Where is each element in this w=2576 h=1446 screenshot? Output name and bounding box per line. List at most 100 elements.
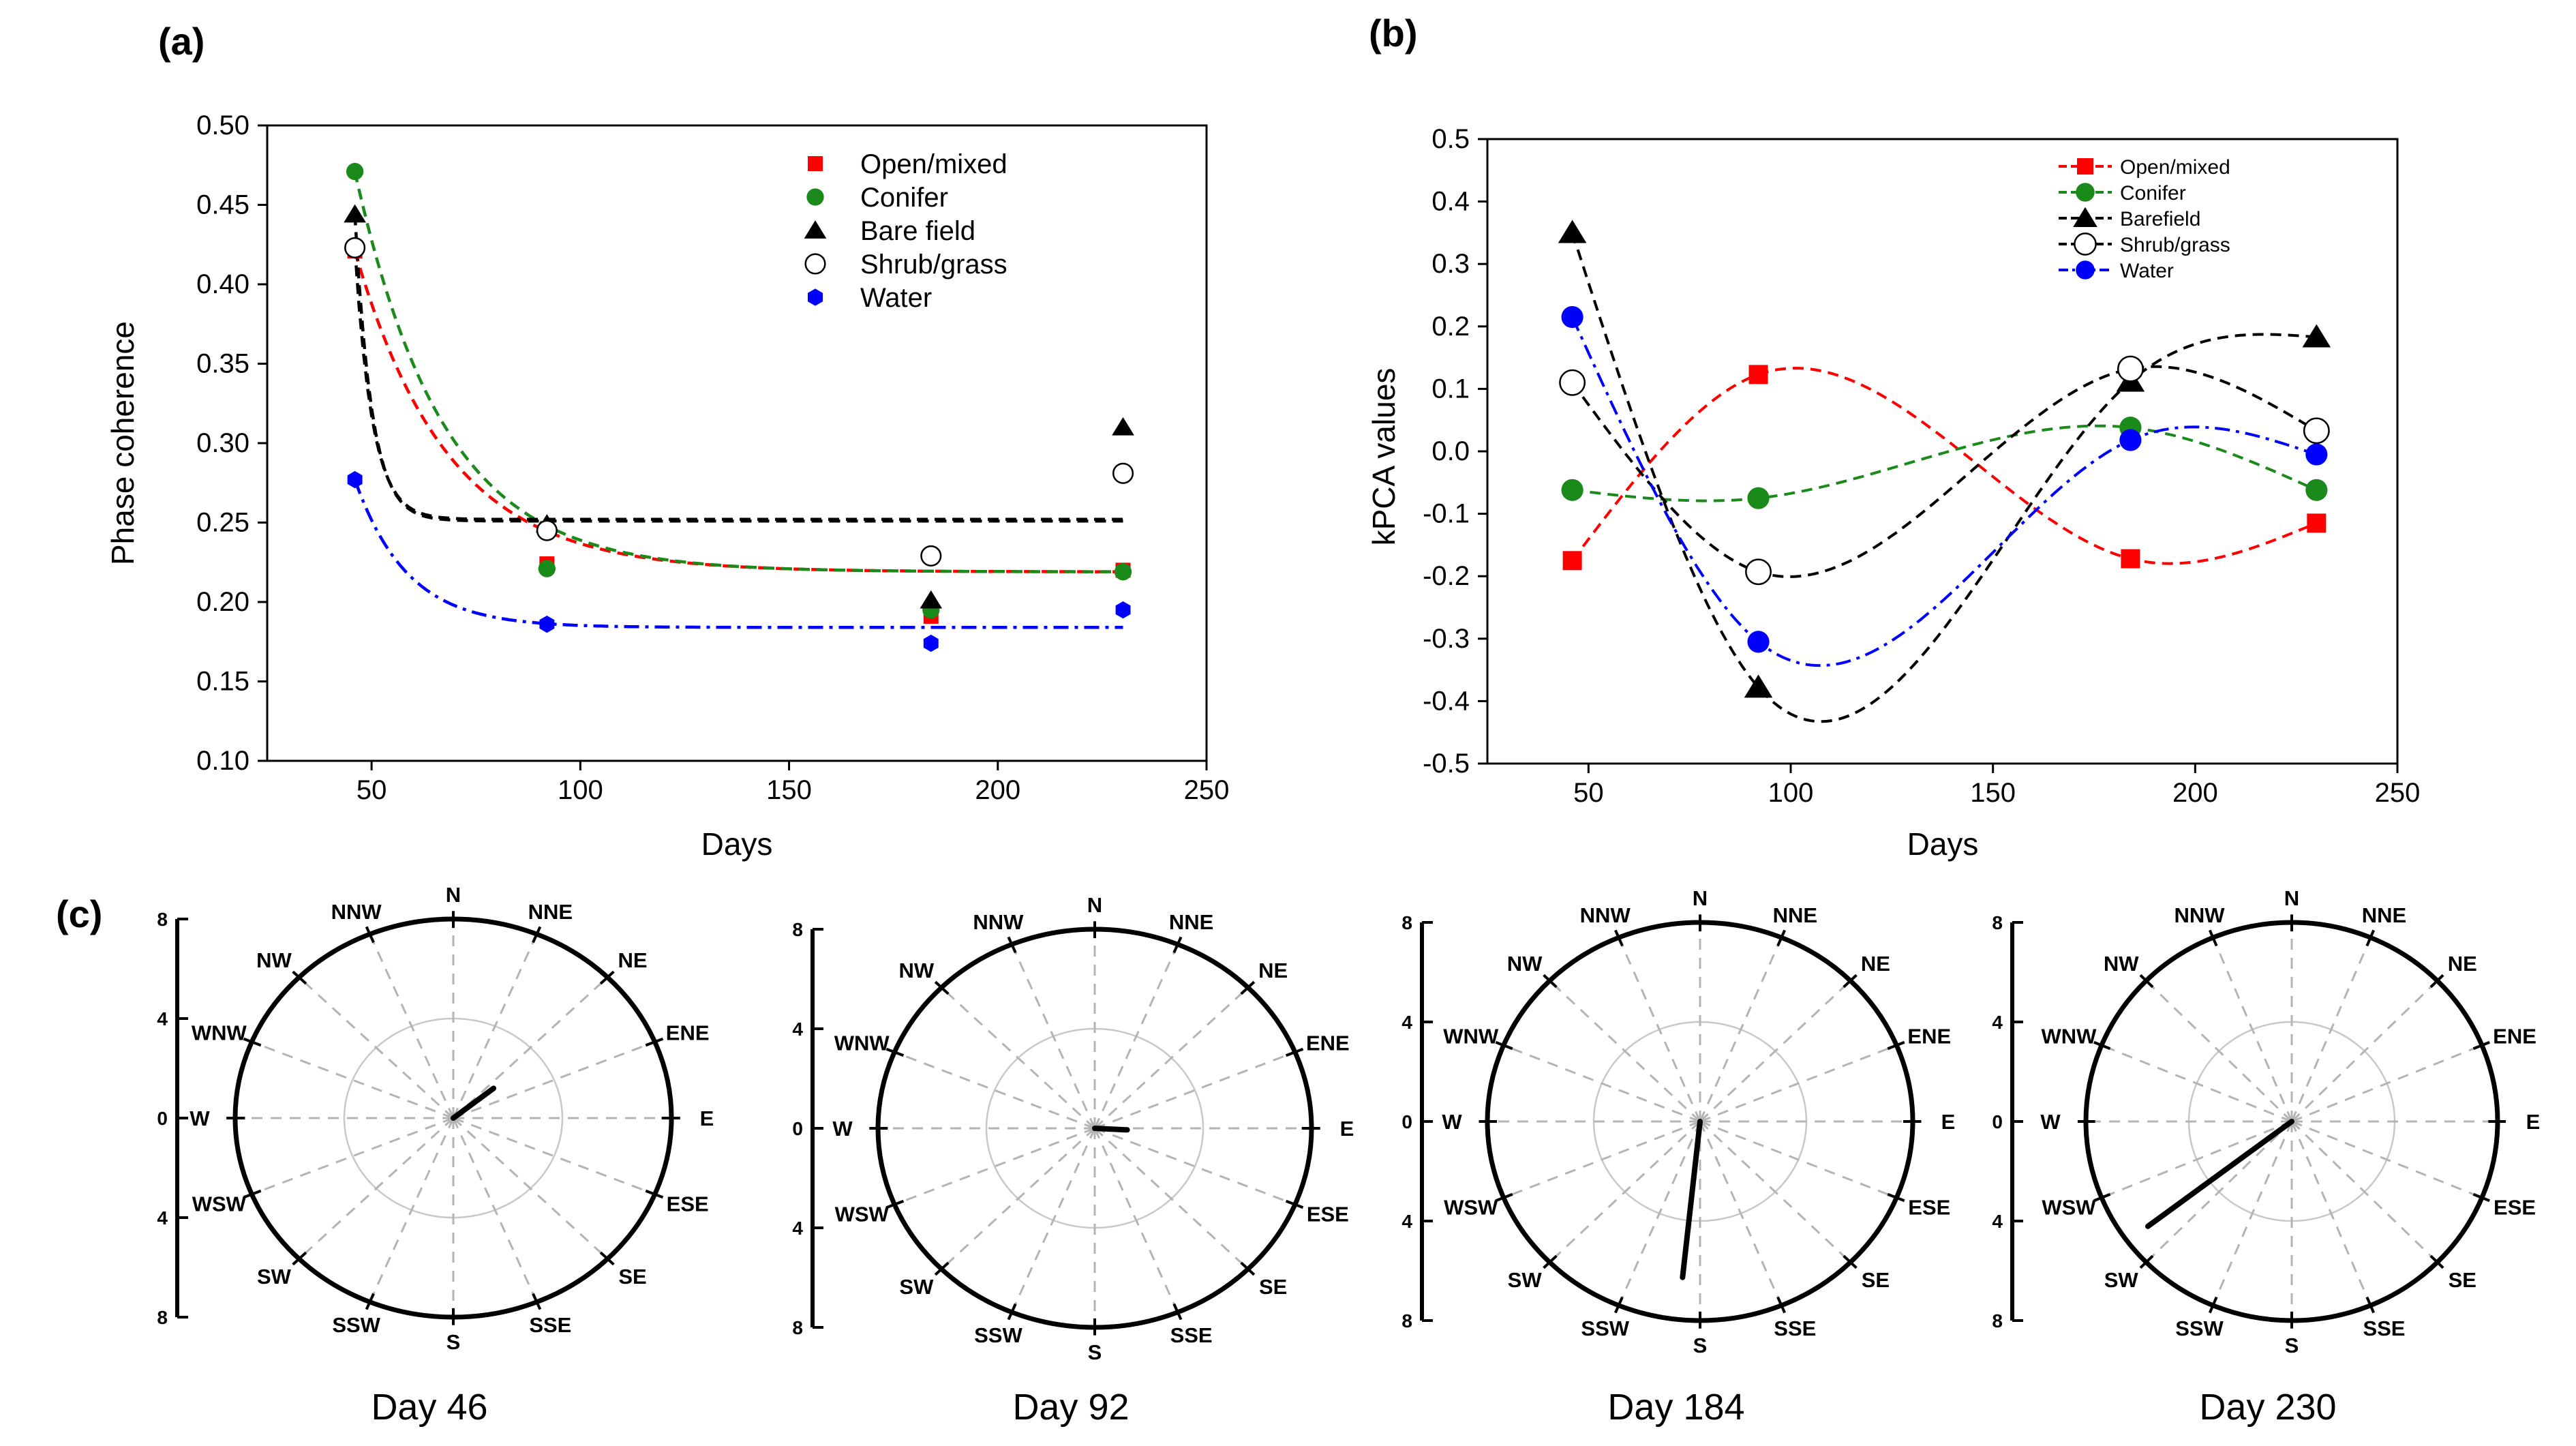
radial-tick-label: 4: [792, 1019, 803, 1040]
direction-label-se: SE: [2449, 1268, 2476, 1292]
y-tick-label: 0.45: [196, 190, 249, 220]
spoke-ene: [453, 1040, 656, 1119]
direction-label-ene: ENE: [666, 1021, 710, 1044]
data-point: [539, 616, 555, 633]
legend-marker: [804, 220, 827, 239]
chart-a-x-axis: 50 100 150 200 250: [357, 761, 1229, 805]
data-point: [536, 519, 558, 541]
radial-tick-label: 0: [1992, 1111, 2003, 1132]
direction-label-ese: ESE: [1908, 1196, 1950, 1220]
polar-plot-caption: Day 92: [1012, 1387, 1129, 1428]
direction-label-se: SE: [1862, 1268, 1890, 1292]
direction-label-ne: NE: [1861, 952, 1890, 976]
direction-label-sw: SW: [1508, 1268, 1543, 1292]
legend-label: Shrub/grass: [2120, 234, 2230, 256]
spoke-wnw: [894, 1051, 1095, 1130]
polar-plot-3: 8 4 0 4 8 N NNE NE ENE E ESE SE SSE S SSW SW WSW W WNW NW NN…: [1401, 886, 1955, 1428]
fit-curve-shrub-grass: [353, 247, 1123, 522]
data-point: [538, 560, 556, 577]
panel-label-c: (c): [56, 892, 102, 935]
chart-a-phase-coherence: 0.10 0.15 0.20 0.25 0.30 0.35 0.40 0.45 0.50 50 1…: [105, 110, 1229, 862]
direction-label-wnw: WNW: [1443, 1024, 1499, 1048]
data-point: [2117, 355, 2144, 382]
direction-label-wsw: WSW: [1444, 1196, 1498, 1220]
x-tick-label: 150: [766, 775, 812, 805]
legend-marker: [808, 288, 823, 306]
direction-label-ssw: SSW: [332, 1313, 380, 1337]
y-tick-label: 0.15: [196, 667, 249, 697]
legend-marker: [2073, 207, 2097, 227]
fit-curve-open-mixed: [353, 250, 1123, 573]
x-tick-label: 200: [975, 775, 1020, 805]
radial-tick-label: 8: [157, 1307, 168, 1328]
spoke-nnw: [1618, 937, 1701, 1122]
y-tick-label: 0.5: [1431, 124, 1470, 154]
data-point: [1561, 305, 1584, 329]
data-point: [2119, 429, 2142, 451]
direction-label-e: E: [2526, 1110, 2541, 1134]
radial-tick-label: 4: [792, 1218, 803, 1239]
data-point: [1561, 479, 1584, 501]
radial-tick-label: 0: [792, 1118, 803, 1139]
direction-label-sse: SSE: [1170, 1323, 1213, 1347]
spoke-nne: [1093, 944, 1179, 1129]
legend-label: Conifer: [860, 183, 948, 213]
outer-ring: [232, 916, 674, 1320]
direction-label-ssw: SSW: [2175, 1316, 2224, 1340]
chart-a-x-axis-label: Days: [701, 826, 773, 862]
direction-label-sse: SSE: [1774, 1316, 1816, 1340]
y-tick-label: 0.4: [1431, 187, 1470, 217]
direction-label-nnw: NNW: [2175, 903, 2226, 927]
data-point: [2303, 417, 2330, 445]
y-tick-label: 0.1: [1431, 374, 1470, 404]
spoke-sw: [298, 1117, 455, 1260]
series-line-shrub-grass: [1571, 365, 2318, 578]
spoke-ese: [2291, 1120, 2483, 1199]
y-tick-label: 0.35: [196, 349, 249, 379]
direction-label-s: S: [2285, 1334, 2299, 1357]
data-point: [2121, 549, 2140, 569]
legend-label: Barefield: [2120, 208, 2200, 230]
legend-label: Shrub/grass: [860, 250, 1007, 280]
data-point: [1559, 369, 1586, 396]
direction-label-nne: NNE: [528, 900, 573, 924]
panel-label-a: (a): [158, 20, 204, 63]
spoke-sse: [2290, 1121, 2372, 1306]
direction-label-se: SE: [618, 1265, 646, 1289]
spoke-ssw: [2212, 1121, 2293, 1306]
radial-tick-label: 8: [157, 909, 168, 930]
chart-a-y-axis: 0.10 0.15 0.20 0.25 0.30 0.35 0.40 0.45 0.50: [196, 110, 267, 776]
spoke-wnw: [2101, 1044, 2292, 1123]
direction-label-nne: NNE: [1773, 903, 1817, 927]
spoke-sw: [1549, 1120, 1701, 1263]
spoke-ssw: [369, 1117, 455, 1303]
direction-label-se: SE: [1259, 1275, 1287, 1299]
x-tick-label: 200: [2172, 778, 2218, 808]
direction-label-nw: NW: [2104, 952, 2139, 976]
data-point: [2305, 443, 2328, 466]
direction-label-ne: NE: [2448, 952, 2477, 976]
outer-ring: [2083, 920, 2500, 1323]
direction-label-sw: SW: [257, 1265, 292, 1289]
spoke-ne: [1093, 986, 1249, 1130]
spoke-nnw: [2212, 937, 2293, 1122]
spoke-se: [452, 1117, 609, 1260]
spoke-sw: [941, 1127, 1096, 1270]
direction-label-e: E: [1340, 1117, 1354, 1141]
direction-label-w: W: [190, 1106, 210, 1130]
direction-label-nw: NW: [256, 948, 292, 972]
spoke-nnw: [369, 933, 455, 1119]
polar-plot-2: 8 4 0 4 8 N NNE NE ENE E ESE SE SSE S SSW SW WSW W WNW NW NN…: [792, 893, 1354, 1428]
spoke-sse: [452, 1117, 538, 1303]
fit-curve-bare-field: [353, 214, 1123, 523]
direction-label-ene: ENE: [1907, 1024, 1951, 1048]
y-tick-label: 0.0: [1431, 436, 1470, 466]
legend-label: Water: [860, 283, 932, 313]
outer-ring: [875, 927, 1314, 1330]
direction-label-w: W: [2040, 1110, 2061, 1134]
direction-label-n: N: [2284, 886, 2299, 910]
spoke-ene: [1699, 1044, 1897, 1123]
direction-label-s: S: [446, 1330, 461, 1354]
y-tick-label: -0.1: [1423, 499, 1470, 529]
